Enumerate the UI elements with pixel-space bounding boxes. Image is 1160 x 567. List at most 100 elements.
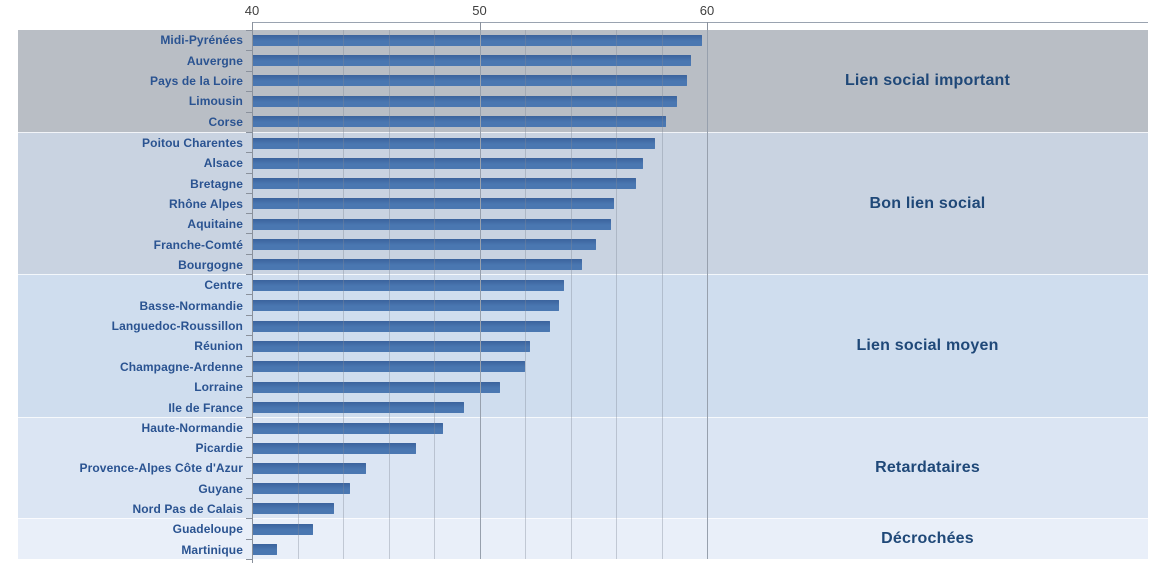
region-label: Rhône Alpes bbox=[169, 196, 243, 211]
bar-corse bbox=[252, 116, 667, 128]
region-label: Ile de France bbox=[168, 400, 243, 415]
chart-row-aquitaine: Aquitaine bbox=[18, 214, 1148, 234]
region-label: Champagne-Ardenne bbox=[119, 359, 243, 374]
chart-row-lorraine: Lorraine bbox=[18, 377, 1148, 397]
category-tick bbox=[246, 294, 252, 296]
band-lien-social-important: Midi-Pyrénées Auvergne Pays de la Loire Lim… bbox=[18, 30, 1148, 132]
region-label: Aquitaine bbox=[187, 217, 243, 232]
x-axis-tick-label: 60 bbox=[699, 3, 715, 18]
category-tick bbox=[246, 355, 252, 357]
plot-area: Midi-Pyrénées Auvergne Pays de la Loire Lim… bbox=[18, 30, 1148, 559]
x-axis-tick bbox=[479, 22, 481, 30]
bar-poitou-charentes bbox=[252, 137, 655, 149]
region-label: Poitou Charentes bbox=[142, 136, 243, 151]
bar-ile-de-france bbox=[252, 402, 464, 414]
bar-aquitaine bbox=[252, 218, 612, 230]
category-tick bbox=[246, 335, 252, 337]
bar-lorraine bbox=[252, 381, 500, 393]
x-axis-tick-label: 40 bbox=[244, 3, 260, 18]
gridline bbox=[525, 30, 526, 559]
chart-row-alsace: Alsace bbox=[18, 153, 1148, 173]
chart-row-martinique: Martinique bbox=[18, 540, 1148, 561]
x-axis-tick-label: 50 bbox=[472, 3, 487, 18]
category-tick bbox=[246, 253, 252, 255]
chart-row-nord-pas-de-calais: Nord Pas de Calais bbox=[18, 499, 1148, 519]
chart-row-pays-de-la-loire: Pays de la Loire bbox=[18, 71, 1148, 91]
chart-row-ile-de-france: Ile de France bbox=[18, 398, 1148, 418]
chart-row-franche-comte: Franche-Comté bbox=[18, 234, 1148, 254]
category-tick bbox=[246, 192, 252, 194]
bar-nord-pas-de-calais bbox=[252, 503, 334, 515]
category-tick bbox=[246, 376, 252, 378]
gridline bbox=[388, 30, 390, 559]
bar-basse-normandie bbox=[252, 300, 560, 312]
category-tick bbox=[246, 213, 252, 215]
region-label: Limousin bbox=[188, 94, 243, 109]
category-tick bbox=[246, 538, 252, 540]
region-label: Languedoc-Roussillon bbox=[111, 319, 243, 334]
region-label: Martinique bbox=[181, 542, 243, 557]
category-tick bbox=[246, 70, 252, 72]
bar-centre bbox=[252, 279, 564, 291]
region-label: Bourgogne bbox=[178, 257, 243, 272]
bar-auvergne bbox=[252, 55, 692, 67]
chart-row-bourgogne: Bourgogne bbox=[18, 255, 1148, 275]
category-tick bbox=[246, 457, 252, 459]
region-label: Alsace bbox=[203, 156, 243, 171]
category-tick bbox=[246, 477, 252, 479]
group-label-retardataires: Retardataires bbox=[875, 459, 980, 476]
region-label: Réunion bbox=[194, 339, 243, 354]
region-label: Guyane bbox=[198, 481, 243, 496]
chart-row-centre: Centre bbox=[18, 275, 1148, 295]
region-label: Basse-Normandie bbox=[139, 298, 243, 313]
gridline bbox=[570, 30, 572, 559]
x-axis-tick bbox=[707, 22, 708, 30]
band-lien-social-moyen: Centre Basse-Normandie Languedoc-Roussillo… bbox=[18, 274, 1148, 417]
bar-picardie bbox=[252, 442, 416, 454]
category-tick bbox=[246, 518, 252, 519]
category-tick bbox=[246, 233, 252, 235]
category-tick bbox=[246, 172, 252, 174]
bar-franche-comte bbox=[252, 239, 596, 251]
chart-row-guadeloupe: Guadeloupe bbox=[18, 519, 1148, 540]
region-label: Auvergne bbox=[186, 53, 243, 68]
bar-haute-normandie bbox=[252, 422, 444, 434]
category-tick bbox=[246, 497, 252, 499]
gridline bbox=[707, 30, 708, 559]
region-label: Midi-Pyrénées bbox=[160, 33, 243, 48]
chart-row-basse-normandie: Basse-Normandie bbox=[18, 295, 1148, 315]
region-label: Provence-Alpes Côte d'Azur bbox=[79, 461, 243, 476]
chart-row-provence-alpes-cote-d-azur: Provence-Alpes Côte d'Azur bbox=[18, 458, 1148, 478]
chart-row-champagne-ardenne: Champagne-Ardenne bbox=[18, 357, 1148, 377]
chart-row-guyane: Guyane bbox=[18, 479, 1148, 499]
category-tick bbox=[246, 91, 252, 93]
chart-row-reunion: Réunion bbox=[18, 336, 1148, 356]
region-label: Corse bbox=[208, 114, 243, 129]
region-label: Franche-Comté bbox=[153, 237, 243, 252]
gridline bbox=[343, 30, 344, 559]
category-tick bbox=[246, 152, 252, 154]
gridline bbox=[616, 30, 617, 559]
group-label-bon-lien-social: Bon lien social bbox=[869, 194, 986, 212]
bar-pays-de-la-loire bbox=[252, 75, 687, 87]
chart-row-haute-normandie: Haute-Normandie bbox=[18, 418, 1148, 438]
region-label: Pays de la Loire bbox=[150, 73, 243, 88]
bar-champagne-ardenne bbox=[252, 361, 525, 373]
category-tick bbox=[246, 50, 252, 52]
region-label: Lorraine bbox=[194, 380, 243, 395]
bar-guyane bbox=[252, 483, 350, 495]
bar-bretagne bbox=[252, 178, 637, 190]
bar-reunion bbox=[252, 340, 530, 352]
chart-row-midi-pyrenees: Midi-Pyrénées bbox=[18, 30, 1148, 50]
bar-alsace bbox=[252, 157, 644, 169]
category-tick bbox=[246, 396, 252, 398]
region-label: Guadeloupe bbox=[172, 522, 243, 537]
chart-row-poitou-charentes: Poitou Charentes bbox=[18, 133, 1148, 153]
chart-row-rhone-alpes: Rhône Alpes bbox=[18, 194, 1148, 214]
bar-bourgogne bbox=[252, 259, 582, 271]
category-tick bbox=[246, 417, 252, 418]
category-tick bbox=[246, 437, 252, 439]
x-axis: 40 50 60 bbox=[0, 0, 1160, 30]
bar-limousin bbox=[252, 95, 678, 107]
